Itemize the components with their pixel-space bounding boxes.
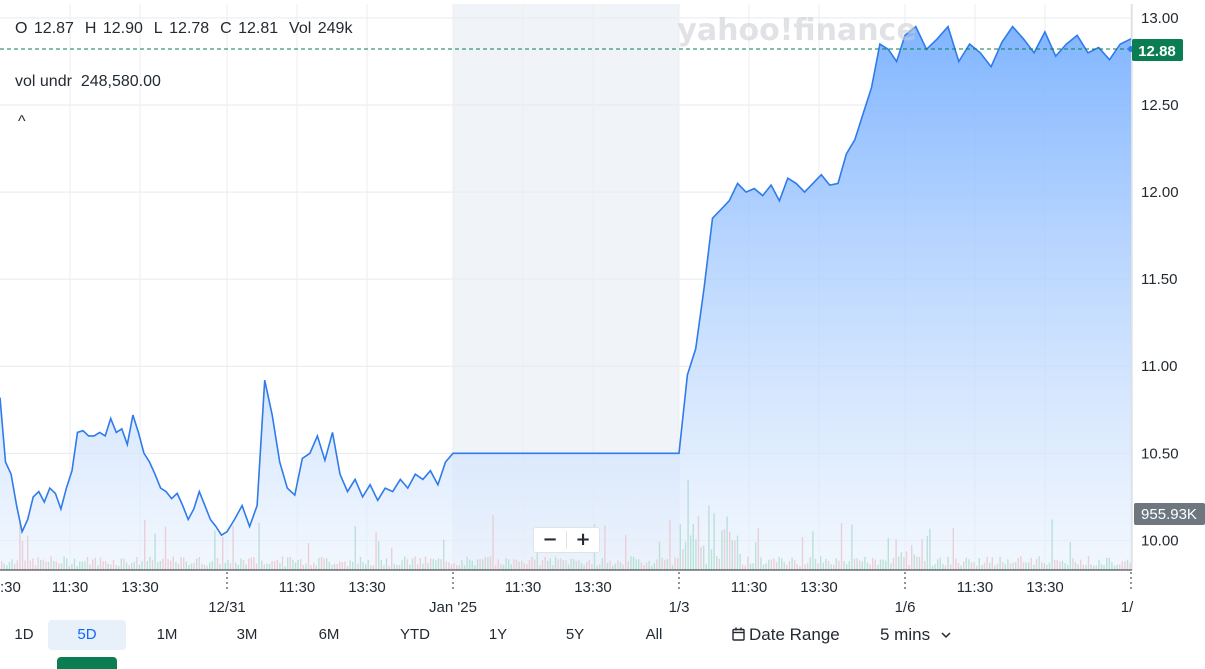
y-tick-label: 13.00 <box>1141 10 1179 27</box>
vol-undr-readout: vol undr 248,580.00 <box>15 73 161 91</box>
range-1y-button[interactable]: 1Y <box>488 626 508 643</box>
zoom-control: − + <box>533 527 600 553</box>
vol-undr-label: vol undr <box>15 73 72 90</box>
open-label: O <box>15 20 28 37</box>
y-tick-label: 11.00 <box>1141 358 1177 375</box>
date-range-button[interactable]: Date Range <box>732 620 840 650</box>
volume-badge-text: 955.93K <box>1141 506 1197 523</box>
range-5d-button[interactable]: 5D <box>48 620 126 650</box>
close-value: 12.81 <box>238 20 279 37</box>
range-ytd-button[interactable]: YTD <box>400 626 430 643</box>
range-3m-button[interactable]: 3M <box>236 626 258 643</box>
range-1d-button[interactable]: 1D <box>14 626 34 643</box>
x-day-label: 12/31 <box>208 599 246 616</box>
date-range-label: Date Range <box>749 625 840 644</box>
x-tick-label: :30 <box>0 579 21 596</box>
zoom-out-button[interactable]: − <box>534 529 566 551</box>
x-tick-label: 11:30 <box>505 579 541 596</box>
range-1m-button[interactable]: 1M <box>156 626 178 643</box>
chevron-down-icon <box>941 632 951 639</box>
x-tick-label: 11:30 <box>731 579 767 596</box>
open-value: 12.87 <box>33 20 74 37</box>
y-tick-label: 11.50 <box>1141 271 1177 288</box>
high-value: 12.90 <box>102 20 143 37</box>
x-tick-label: 11:30 <box>957 579 993 596</box>
range-5y-button[interactable]: 5Y <box>565 626 585 643</box>
price-badge-text: 12.88 <box>1138 43 1176 60</box>
collapse-chevron-icon[interactable]: ^ <box>18 113 26 130</box>
x-tick-label: 13:30 <box>121 579 159 596</box>
volume-label: Vol <box>289 20 312 37</box>
zoom-divider <box>566 531 567 549</box>
y-tick-label: 12.00 <box>1141 184 1179 201</box>
y-tick-label: 10.00 <box>1141 532 1179 549</box>
x-tick-label: 13:30 <box>348 579 386 596</box>
x-tick-label: 11:30 <box>279 579 315 596</box>
price-area <box>0 26 1131 571</box>
price-badge: 12.88 <box>1132 39 1183 61</box>
high-label: H <box>84 20 97 37</box>
calendar-icon <box>732 627 745 641</box>
x-day-label: 1/6 <box>895 599 916 616</box>
low-value: 12.78 <box>169 20 210 37</box>
range-selector: 1D 5D 1M 3M 6M YTD 1Y 5Y All Date Range … <box>0 620 1205 652</box>
y-tick-label: 10.50 <box>1141 445 1179 462</box>
range-6m-button[interactable]: 6M <box>318 626 340 643</box>
y-axis: 13.00 12.50 12.00 11.50 11.00 10.50 10.00 <box>1131 4 1179 570</box>
x-tick-label: 11:30 <box>52 579 88 596</box>
volume-value: 249k <box>317 20 353 37</box>
ohlc-readout: O 12.87 H 12.90 L 12.78 C 12.81 Vol 249k <box>15 20 354 38</box>
y-tick-label: 12.50 <box>1141 97 1179 114</box>
x-axis: :30 11:30 13:30 11:30 13:30 11:30 13:30 11:30 13… <box>0 569 1134 616</box>
zoom-in-button[interactable]: + <box>567 529 599 551</box>
close-label: C <box>220 20 232 37</box>
price-line <box>0 24 1132 537</box>
x-day-label: Jan '25 <box>429 599 477 616</box>
active-range-indicator <box>57 657 117 669</box>
volume-badge: 955.93K <box>1134 503 1205 525</box>
vol-undr-value: 248,580.00 <box>80 73 161 90</box>
x-day-label: 1/3 <box>669 599 690 616</box>
x-tick-label: 13:30 <box>574 579 612 596</box>
range-all-button[interactable]: All <box>645 626 663 643</box>
x-tick-label: 13:30 <box>800 579 838 596</box>
interval-label: 5 mins <box>880 625 931 644</box>
watermark-logo: yahoo!finance <box>677 13 916 48</box>
interval-dropdown[interactable]: 5 mins <box>880 620 951 650</box>
low-label: L <box>153 20 163 37</box>
x-tick-label: 13:30 <box>1026 579 1064 596</box>
x-day-label: 1/ <box>1121 599 1134 616</box>
